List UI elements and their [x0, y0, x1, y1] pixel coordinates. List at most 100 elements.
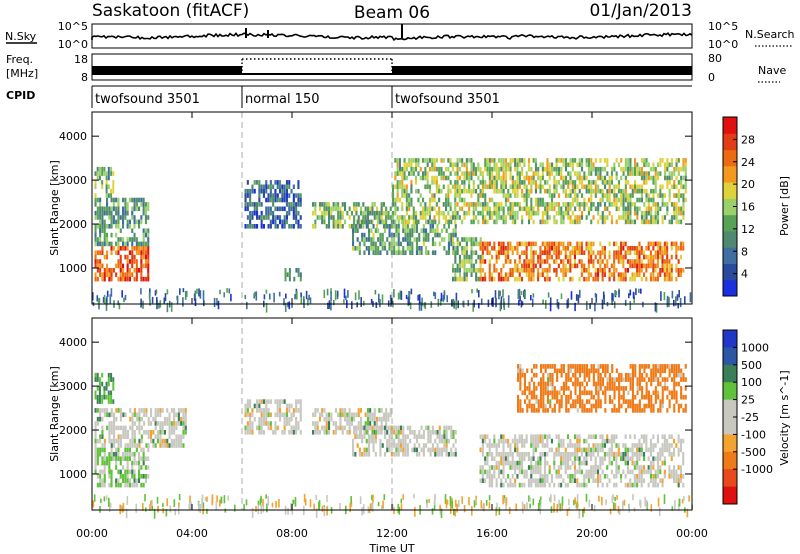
heatmap-cell	[440, 171, 443, 176]
heatmap-cell	[370, 438, 373, 444]
heatmap-cell	[652, 259, 655, 264]
heatmap-cell	[96, 224, 99, 229]
heatmap-cell	[509, 171, 512, 176]
heatmap-cell	[606, 162, 609, 168]
heatmap-cell	[353, 416, 356, 422]
heatmap-cell	[292, 184, 295, 190]
heatmap-cell	[599, 465, 602, 470]
heatmap-cell	[122, 215, 125, 220]
heatmap-cell	[597, 474, 600, 479]
heatmap-cell	[355, 425, 358, 431]
heatmap-cell	[94, 430, 97, 435]
heatmap-cell	[517, 408, 520, 413]
heatmap-cell	[504, 272, 507, 277]
heatmap-cell	[631, 447, 634, 453]
heatmap-cell	[107, 381, 110, 387]
heatmap-cell	[555, 246, 558, 251]
heatmap-cell	[94, 263, 97, 269]
heatmap-cell	[615, 175, 618, 181]
heatmap-cell	[588, 372, 591, 378]
heatmap-cell	[246, 193, 249, 198]
heatmap-cell	[523, 206, 526, 212]
heatmap-cell	[594, 158, 597, 163]
heatmap-cell	[548, 268, 551, 273]
heatmap-cell	[638, 478, 641, 483]
heatmap-cell	[477, 184, 480, 190]
heatmap-cell	[260, 412, 263, 418]
heatmap-cell	[337, 219, 340, 225]
ground-scatter-cell	[291, 302, 293, 308]
heatmap-cell	[634, 219, 637, 225]
heatmap-cell	[379, 219, 382, 225]
heatmap-cell	[560, 465, 563, 470]
heatmap-cell	[567, 210, 570, 216]
heatmap-cell	[645, 276, 648, 282]
heatmap-cell	[594, 456, 597, 461]
heatmap-cell	[643, 180, 646, 185]
heatmap-cell	[274, 224, 277, 229]
heatmap-cell	[119, 456, 122, 461]
heatmap-cell	[560, 438, 563, 444]
heatmap-cell	[131, 228, 134, 233]
heatmap-cell	[285, 408, 288, 413]
heatmap-cell	[661, 259, 664, 264]
heatmap-cell	[656, 460, 659, 466]
heatmap-cell	[404, 250, 407, 255]
heatmap-cell	[675, 394, 678, 400]
heatmap-cell	[581, 399, 584, 404]
heatmap-cell	[401, 180, 404, 185]
heatmap-cell	[388, 228, 391, 233]
heatmap-cell	[544, 250, 547, 255]
heatmap-cell	[288, 421, 291, 426]
heatmap-cell	[156, 408, 159, 413]
heatmap-cell	[397, 250, 400, 255]
heatmap-cell	[583, 386, 586, 391]
heatmap-cell	[544, 386, 547, 391]
heatmap-cell	[597, 447, 600, 453]
heatmap-cell	[615, 456, 618, 461]
heatmap-cell	[124, 474, 127, 479]
heatmap-cell	[594, 478, 597, 483]
heatmap-cell	[133, 237, 136, 242]
heatmap-cell	[541, 474, 544, 479]
ground-scatter-cell	[615, 290, 618, 295]
heatmap-cell	[433, 175, 436, 181]
heatmap-cell	[525, 197, 528, 203]
heatmap-cell	[624, 443, 627, 448]
heatmap-cell	[601, 434, 604, 439]
heatmap-cell	[523, 390, 526, 396]
heatmap-cell	[413, 237, 416, 242]
heatmap-cell	[620, 246, 623, 251]
heatmap-cell	[477, 193, 480, 198]
ground-scatter-cell	[480, 298, 483, 305]
heatmap-cell	[643, 188, 646, 194]
heatmap-cell	[267, 206, 270, 212]
heatmap-cell	[435, 202, 438, 207]
heatmap-cell	[519, 377, 522, 382]
heatmap-cell	[631, 372, 634, 378]
heatmap-cell	[371, 210, 374, 216]
heatmap-cell	[147, 474, 150, 479]
heatmap-cell	[283, 425, 286, 431]
heatmap-cell	[636, 184, 639, 190]
heatmap-cell	[657, 202, 660, 207]
heatmap-cell	[548, 276, 551, 282]
heatmap-cell	[276, 184, 279, 190]
heatmap-cell	[530, 478, 533, 483]
heatmap-cell	[670, 469, 673, 475]
heatmap-cell	[441, 228, 444, 233]
heatmap-cell	[659, 158, 662, 163]
heatmap-cell	[539, 246, 542, 251]
heatmap-cell	[424, 202, 427, 207]
heatmap-cell	[117, 197, 120, 203]
heatmap-cell	[427, 438, 430, 444]
heatmap-cell	[654, 184, 657, 190]
heatmap-cell	[583, 482, 586, 488]
heatmap-cell	[360, 206, 363, 212]
heatmap-cell	[645, 394, 648, 400]
heatmap-cell	[627, 202, 630, 207]
heatmap-cell	[438, 197, 441, 203]
heatmap-cell	[379, 443, 382, 448]
heatmap-cell	[262, 408, 265, 413]
heatmap-cell	[604, 215, 607, 220]
